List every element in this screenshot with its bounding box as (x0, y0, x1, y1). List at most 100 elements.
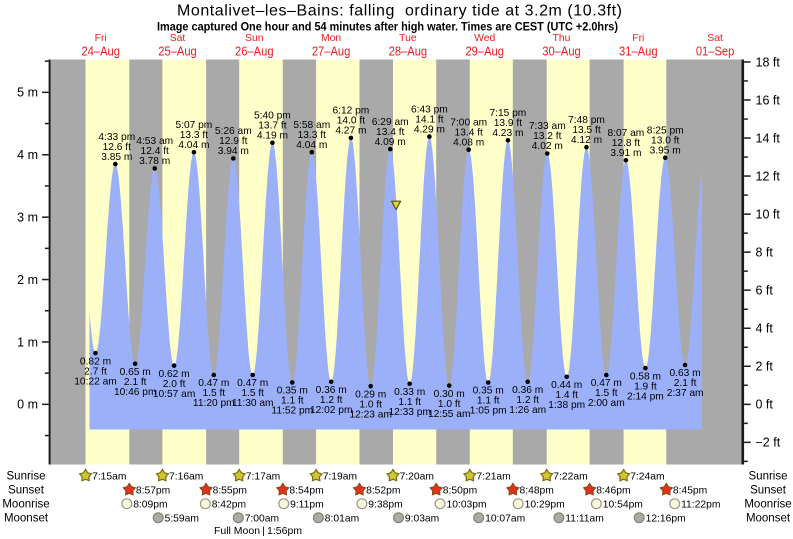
svg-text:Image captured One hour and 54: Image captured One hour and 54 minutes a… (157, 20, 618, 34)
svg-text:10:29pm: 10:29pm (525, 500, 565, 511)
svg-text:4:33 pm: 4:33 pm (98, 132, 135, 143)
svg-text:1:38 pm: 1:38 pm (548, 400, 585, 411)
svg-text:2:14 pm: 2:14 pm (627, 391, 664, 402)
svg-text:2:00 am: 2:00 am (588, 398, 625, 409)
svg-text:Moonrise: Moonrise (744, 499, 791, 511)
svg-text:2 ft: 2 ft (756, 360, 774, 374)
svg-text:0.62 m: 0.62 m (159, 369, 190, 380)
svg-text:4.29 m: 4.29 m (414, 124, 445, 135)
svg-text:0.33 m: 0.33 m (394, 387, 425, 398)
svg-text:8:01am: 8:01am (325, 514, 359, 525)
svg-text:11:11am: 11:11am (565, 514, 604, 525)
svg-text:0 ft: 0 ft (756, 398, 774, 412)
svg-text:12.6 ft: 12.6 ft (103, 142, 131, 153)
svg-text:1.9 ft: 1.9 ft (634, 381, 657, 392)
svg-text:4:53 am: 4:53 am (136, 136, 173, 147)
svg-text:10:46 pm: 10:46 pm (114, 387, 156, 398)
svg-text:13.7 ft: 13.7 ft (258, 121, 286, 132)
svg-text:1 m: 1 m (17, 335, 38, 349)
svg-text:2.7 ft: 2.7 ft (84, 366, 107, 377)
svg-text:10 ft: 10 ft (756, 208, 781, 222)
svg-text:Full Moon | 1:56pm: Full Moon | 1:56pm (214, 525, 302, 537)
svg-text:0.29 m: 0.29 m (355, 389, 386, 400)
svg-text:10:07am: 10:07am (485, 514, 525, 525)
svg-text:1.1 ft: 1.1 ft (281, 396, 304, 407)
svg-text:12 ft: 12 ft (756, 170, 781, 184)
svg-text:13.4 ft: 13.4 ft (455, 127, 483, 138)
svg-text:25–Aug: 25–Aug (158, 44, 197, 59)
svg-text:7:15 pm: 7:15 pm (489, 108, 526, 119)
svg-text:2.1 ft: 2.1 ft (124, 377, 147, 388)
svg-text:12:55 am: 12:55 am (428, 409, 470, 420)
svg-text:Sunset: Sunset (750, 485, 787, 497)
svg-text:10:57 am: 10:57 am (153, 389, 195, 400)
svg-text:13.9 ft: 13.9 ft (494, 118, 522, 129)
svg-text:1.5 ft: 1.5 ft (595, 388, 618, 399)
svg-text:1.1 ft: 1.1 ft (477, 396, 500, 407)
svg-text:13.4 ft: 13.4 ft (376, 127, 404, 138)
svg-text:2.1 ft: 2.1 ft (674, 378, 697, 389)
svg-text:7:00 am: 7:00 am (450, 117, 487, 128)
svg-text:Sunset: Sunset (8, 485, 45, 497)
svg-text:12:16pm: 12:16pm (646, 514, 686, 525)
svg-text:0.30 m: 0.30 m (434, 389, 465, 400)
svg-text:14 ft: 14 ft (756, 131, 781, 145)
svg-text:8:42pm: 8:42pm (212, 500, 246, 511)
svg-text:Moonset: Moonset (4, 513, 49, 525)
svg-text:1.0 ft: 1.0 ft (438, 399, 461, 410)
svg-text:9:38pm: 9:38pm (368, 500, 402, 511)
svg-text:7:15am: 7:15am (92, 472, 126, 483)
svg-text:7:17am: 7:17am (246, 472, 280, 483)
svg-text:8:07 am: 8:07 am (607, 128, 644, 139)
svg-text:Wed: Wed (474, 33, 495, 44)
svg-text:7:48 pm: 7:48 pm (568, 115, 605, 126)
svg-text:26–Aug: 26–Aug (235, 44, 274, 59)
svg-text:31–Aug: 31–Aug (619, 44, 658, 59)
svg-text:8:57pm: 8:57pm (136, 486, 170, 497)
svg-text:0.36 m: 0.36 m (316, 385, 347, 396)
svg-text:8 ft: 8 ft (756, 246, 774, 260)
svg-text:29–Aug: 29–Aug (465, 44, 504, 59)
svg-text:10:03pm: 10:03pm (447, 500, 487, 511)
svg-text:1.5 ft: 1.5 ft (202, 388, 225, 399)
svg-text:14.0 ft: 14.0 ft (337, 116, 365, 127)
svg-text:11:52 pm: 11:52 pm (271, 406, 313, 417)
svg-text:4 m: 4 m (17, 148, 38, 162)
svg-text:0.63 m: 0.63 m (670, 368, 701, 379)
svg-text:24–Aug: 24–Aug (81, 44, 120, 59)
svg-text:Fri: Fri (632, 33, 644, 44)
svg-text:Mon: Mon (321, 33, 341, 44)
svg-text:Tue: Tue (399, 33, 417, 44)
svg-text:0.44 m: 0.44 m (551, 380, 582, 391)
svg-text:2:37 am: 2:37 am (667, 388, 704, 399)
svg-text:6:29 am: 6:29 am (372, 117, 409, 128)
svg-text:11:22pm: 11:22pm (681, 500, 720, 511)
svg-text:1.1 ft: 1.1 ft (398, 397, 421, 408)
svg-text:5:40 pm: 5:40 pm (254, 111, 291, 122)
svg-text:7:19am: 7:19am (323, 472, 357, 483)
svg-text:3.94 m: 3.94 m (218, 146, 249, 157)
svg-text:1.0 ft: 1.0 ft (359, 399, 382, 410)
svg-text:13.3 ft: 13.3 ft (298, 130, 326, 141)
svg-text:7:24am: 7:24am (630, 472, 664, 483)
svg-text:Moonrise: Moonrise (2, 499, 49, 511)
svg-text:1:26 am: 1:26 am (509, 405, 546, 416)
svg-text:18 ft: 18 ft (756, 55, 781, 69)
svg-text:Sat: Sat (707, 33, 723, 44)
svg-text:5:58 am: 5:58 am (293, 120, 330, 131)
svg-text:6 ft: 6 ft (756, 284, 774, 298)
svg-text:3.95 m: 3.95 m (650, 146, 681, 157)
svg-text:4.09 m: 4.09 m (375, 137, 406, 148)
svg-text:5 m: 5 m (17, 86, 38, 100)
svg-text:8:54pm: 8:54pm (289, 486, 323, 497)
svg-text:4.27 m: 4.27 m (335, 126, 366, 137)
svg-text:4.19 m: 4.19 m (257, 131, 288, 142)
svg-text:8:09pm: 8:09pm (133, 500, 167, 511)
svg-text:Moonset: Moonset (746, 513, 791, 525)
svg-text:8:25 pm: 8:25 pm (647, 126, 684, 137)
svg-text:0.36 m: 0.36 m (512, 385, 543, 396)
svg-text:0.35 m: 0.35 m (473, 386, 504, 397)
svg-text:Sun: Sun (245, 33, 264, 44)
svg-text:8:50pm: 8:50pm (443, 486, 477, 497)
svg-text:16 ft: 16 ft (756, 93, 781, 107)
